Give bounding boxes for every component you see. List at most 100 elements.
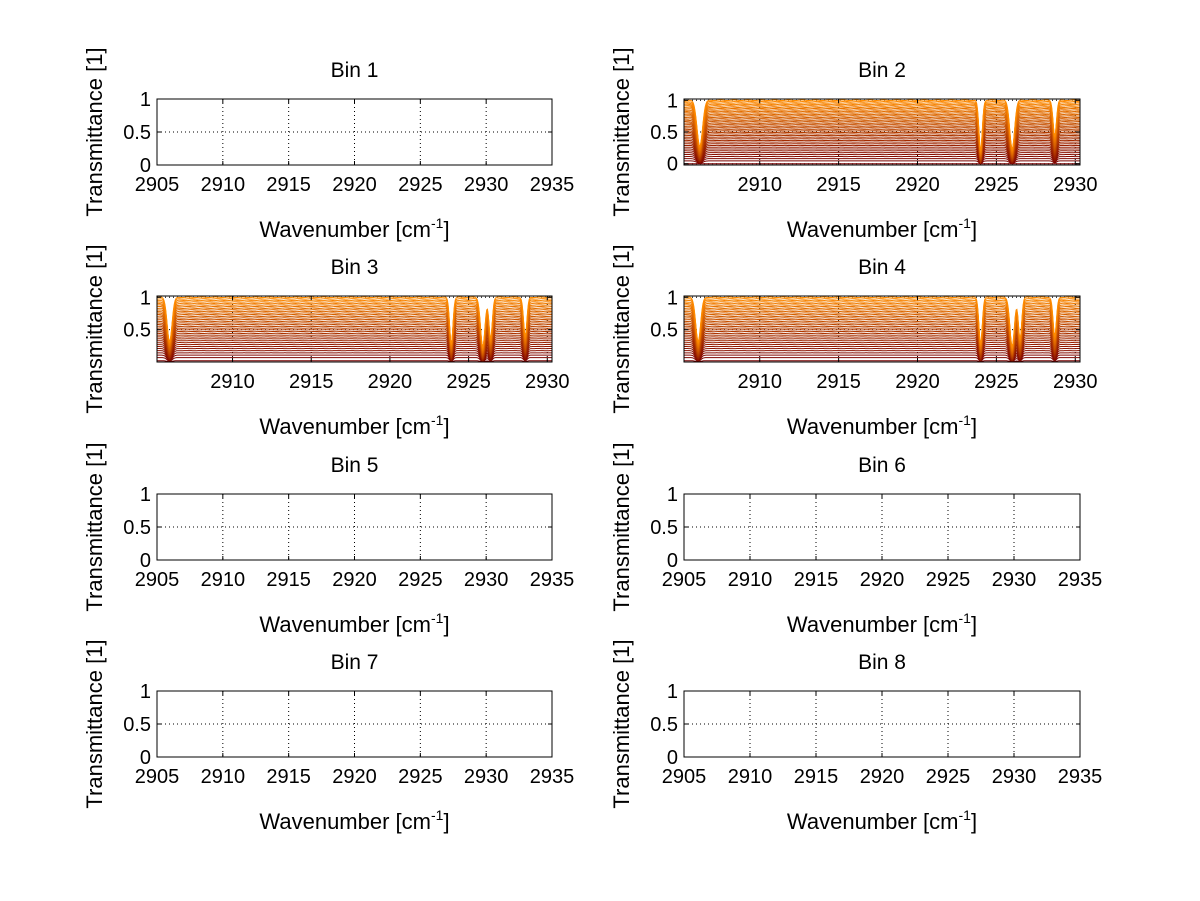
x-tick-label: 2905	[135, 766, 180, 788]
y-axis-label: Transmittance [1]	[82, 244, 107, 413]
x-tick-label: 2935	[530, 766, 575, 788]
axes-box	[156, 295, 553, 363]
subplot-bin-7: 2905 2910 2915 2920 2925 2930 2935 0 0.5 1 Bin 7 Wa…	[82, 639, 574, 834]
x-tick-label: 2915	[816, 174, 861, 196]
x-axis-label: Wavenumber [cm-1]	[259, 610, 449, 637]
x-tick-label: 2910	[210, 371, 255, 393]
y-tick-label: 0	[140, 550, 151, 572]
x-tick-label: 2925	[974, 371, 1019, 393]
x-tick-label: 2935	[1058, 766, 1103, 788]
x-axis-label: Wavenumber [cm-1]	[259, 412, 449, 439]
subplot-title: Bin 7	[331, 651, 379, 674]
y-tick-label: 0.5	[650, 122, 678, 144]
x-tick-label: 2930	[1053, 174, 1098, 196]
x-tick-label: 2920	[860, 569, 905, 591]
x-tick-label: 2915	[266, 569, 311, 591]
series-line-24	[684, 122, 1080, 160]
x-tick-label: 2915	[794, 569, 839, 591]
x-tick-label: 2915	[816, 371, 861, 393]
x-tick-label: 2905	[662, 569, 707, 591]
subplot-bin-6: 2905 2910 2915 2920 2925 2930 2935 0 0.5 1 Bin 6 Wa…	[609, 442, 1102, 637]
series-line-5	[157, 350, 552, 362]
x-axis-label: Wavenumber [cm-1]	[259, 807, 449, 834]
x-tick-label: 2930	[992, 569, 1037, 591]
x-tick-label: 2930	[992, 766, 1037, 788]
x-tick-label: 2930	[1053, 371, 1098, 393]
x-tick-label: 2910	[737, 174, 782, 196]
series-line-3	[157, 354, 552, 362]
subplot-title: Bin 5	[331, 454, 379, 477]
subplot-title: Bin 2	[858, 59, 906, 82]
y-axis-label: Transmittance [1]	[82, 639, 107, 808]
series-group	[684, 296, 1080, 362]
series-line-11	[684, 143, 1080, 165]
y-tick-label: 1	[667, 681, 678, 703]
y-axis-label: Transmittance [1]	[609, 47, 634, 216]
x-axis-label: Wavenumber [cm-1]	[259, 215, 449, 242]
x-tick-label: 2910	[728, 569, 773, 591]
y-tick-label: 0.5	[123, 517, 151, 539]
y-tick-label: 1	[140, 287, 151, 309]
x-tick-label: 2935	[1058, 569, 1103, 591]
y-tick-label: 0.5	[650, 714, 678, 736]
y-tick-label: 0.5	[123, 714, 151, 736]
y-tick-label: 0	[140, 155, 151, 177]
x-tick-label: 2930	[525, 371, 570, 393]
x-tick-label: 2910	[201, 766, 246, 788]
x-tick-label: 2920	[860, 766, 905, 788]
x-tick-label: 2910	[737, 371, 782, 393]
series-line-4	[684, 156, 1080, 165]
x-tick-label: 2925	[926, 766, 971, 788]
x-tick-label: 2915	[266, 174, 311, 196]
subplot-bin-1: 2905 2910 2915 2920 2925 2930 2935 0 0.5 1 Bin 1 Wa…	[82, 47, 574, 242]
y-tick-label: 0	[140, 747, 151, 769]
y-tick-label: 1	[667, 484, 678, 506]
y-axis-label: Transmittance [1]	[609, 244, 634, 413]
x-tick-label: 2925	[398, 569, 443, 591]
y-tick-label: 1	[140, 484, 151, 506]
y-tick-label: 1	[667, 287, 678, 309]
x-axis-label: Wavenumber [cm-1]	[787, 215, 977, 242]
y-tick-label: 0.5	[650, 517, 678, 539]
x-tick-label: 2910	[201, 569, 246, 591]
y-tick-label: 0.5	[123, 320, 151, 342]
subplot-title: Bin 6	[858, 454, 906, 477]
subplot-title: Bin 3	[331, 256, 379, 279]
x-tick-label: 2920	[368, 371, 413, 393]
x-tick-label: 2925	[926, 569, 971, 591]
y-axis-label: Transmittance [1]	[609, 442, 634, 611]
axes-box	[683, 295, 1081, 363]
x-axis-label: Wavenumber [cm-1]	[787, 610, 977, 637]
subplot-title: Bin 8	[858, 651, 906, 674]
x-tick-label: 2925	[398, 766, 443, 788]
x-tick-label: 2925	[974, 174, 1019, 196]
subplot-bin-5: 2905 2910 2915 2920 2925 2930 2935 0 0.5 1 Bin 5 Wa…	[82, 442, 574, 637]
subplot-bin-2: 2910 2915 2920 2925 2930 0 0.5 1 Bin 2 Wavenumber…	[609, 47, 1098, 242]
x-tick-label: 2930	[464, 569, 509, 591]
subplot-bin-4: 2910 2915 2920 2925 2930 0.5 1 Bin 4 Wavenumber …	[609, 244, 1098, 439]
y-tick-label: 0.5	[650, 320, 678, 342]
x-tick-label: 2915	[289, 371, 334, 393]
y-tick-label: 0	[667, 550, 678, 572]
x-tick-label: 2920	[332, 174, 377, 196]
x-tick-label: 2910	[201, 174, 246, 196]
x-tick-label: 2930	[464, 174, 509, 196]
series-line-4	[157, 352, 552, 362]
x-axis-label: Wavenumber [cm-1]	[787, 807, 977, 834]
series-group	[157, 296, 552, 362]
y-tick-label: 1	[667, 90, 678, 112]
x-tick-label: 2915	[794, 766, 839, 788]
x-tick-label: 2935	[530, 569, 575, 591]
x-axis-label: Wavenumber [cm-1]	[787, 412, 977, 439]
x-tick-label: 2920	[332, 766, 377, 788]
y-axis-label: Transmittance [1]	[609, 639, 634, 808]
y-tick-label: 0.5	[123, 122, 151, 144]
x-tick-label: 2925	[446, 371, 491, 393]
x-tick-label: 2920	[332, 569, 377, 591]
series-line-1	[157, 360, 552, 362]
y-tick-label: 1	[140, 681, 151, 703]
y-tick-label: 0	[667, 747, 678, 769]
series-line-2	[157, 357, 552, 362]
series-line-36	[157, 296, 552, 349]
